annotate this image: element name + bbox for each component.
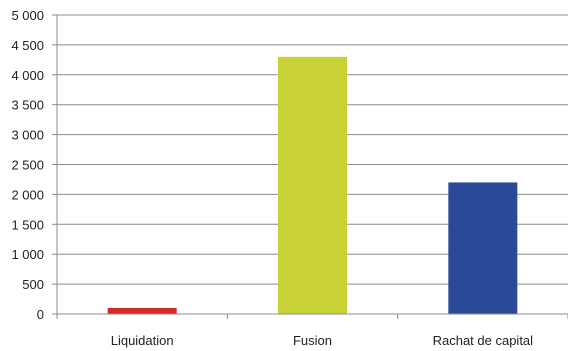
- y-tick-label: 1 500: [11, 217, 44, 232]
- y-tick-label: 3 000: [11, 128, 44, 143]
- x-axis-ticks: [56, 314, 568, 319]
- x-axis-labels: Liquidation Fusion Rachat de capital: [111, 333, 533, 348]
- y-tick-label: 0: [37, 307, 44, 322]
- bar-fusion: [278, 56, 347, 315]
- y-tick-label: 4 500: [11, 38, 44, 53]
- x-category-label: Liquidation: [111, 333, 174, 348]
- y-tick-label: 5 000: [11, 8, 44, 23]
- x-category-label: Fusion: [293, 333, 332, 348]
- y-tick-label: 2 500: [11, 158, 44, 173]
- y-tick-label: 3 500: [11, 98, 44, 113]
- y-tick-label: 1 000: [11, 247, 44, 262]
- bar-rachat-de-capital: [448, 182, 518, 314]
- y-tick-label: 2 000: [11, 187, 44, 202]
- y-tick-label: 500: [22, 277, 44, 292]
- bar-liquidation: [107, 308, 177, 314]
- x-category-label: Rachat de capital: [433, 333, 534, 348]
- y-axis-ticks: 0 500 1 000 1 500 2 000 2 500 3 000 3 500 4 000 4…: [11, 8, 57, 322]
- y-tick-label: 4 000: [11, 68, 44, 83]
- bars: [107, 56, 518, 315]
